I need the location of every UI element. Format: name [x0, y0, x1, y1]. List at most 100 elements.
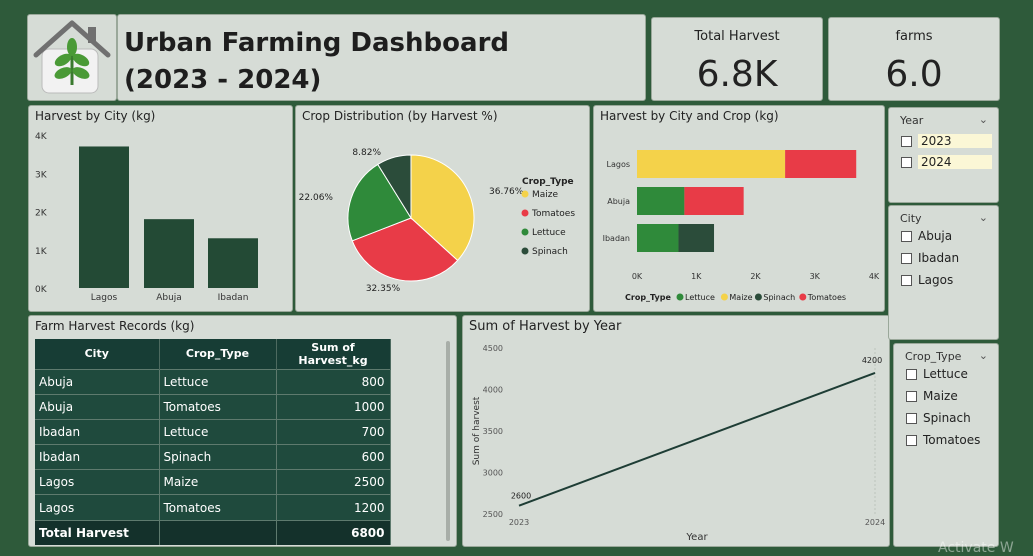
- column-header-crop-type[interactable]: Crop_Type: [159, 339, 277, 369]
- slicer-option-label: Ibadan: [918, 251, 960, 265]
- y-tick-label: 1K: [35, 247, 48, 257]
- slicer-option-abuja[interactable]: Abuja: [901, 227, 952, 245]
- kpi-farms[interactable]: farms 6.0: [828, 17, 1000, 101]
- y-tick-label: Ibadan: [603, 234, 630, 243]
- data-label: 4200: [862, 356, 882, 365]
- table-total-row[interactable]: Total Harvest 6800: [35, 519, 391, 546]
- slicer-option-2023[interactable]: 2023: [901, 132, 992, 150]
- y-tick-label: 2500: [483, 510, 503, 519]
- chevron-down-icon[interactable]: ⌄: [978, 349, 988, 362]
- chart-title: Sum of Harvest by Year: [469, 319, 622, 334]
- table-row[interactable]: Abuja Lettuce 800: [35, 368, 391, 395]
- checkbox[interactable]: [906, 434, 917, 446]
- slicer-option-2024[interactable]: 2024: [901, 153, 992, 171]
- y-tick-label: 0K: [35, 285, 48, 295]
- x-tick-label: 4K: [869, 272, 880, 281]
- chart-title: Crop Distribution (by Harvest %): [302, 109, 498, 123]
- pie-slice-spinach: [377, 154, 412, 220]
- house-plant-icon: [33, 20, 111, 94]
- kpi-label: farms: [895, 29, 933, 44]
- legend-marker: [521, 209, 529, 217]
- checkbox[interactable]: [906, 368, 917, 380]
- pie-data-label: 36.76%: [489, 187, 524, 197]
- pie-data-label: 32.35%: [366, 284, 401, 294]
- slicer-crop-type[interactable]: Crop_Type ⌄ Lettuce Maize Spinach Tomato…: [893, 343, 999, 547]
- slicer-option-maize[interactable]: Maize: [906, 387, 958, 405]
- legend-marker: [521, 228, 529, 236]
- checkbox[interactable]: [901, 252, 912, 264]
- table-row[interactable]: Abuja Tomatoes 1000: [35, 393, 391, 420]
- table-cell: 1000: [276, 393, 391, 420]
- harvest-by-city-crop-chart[interactable]: Harvest by City and Crop (kg) Lagos Abuja…: [593, 105, 885, 312]
- column-header-sum-harvest[interactable]: Sum of Harvest_kg: [276, 339, 391, 369]
- records-table[interactable]: City Crop_Type Sum of Harvest_kg Abuja Le…: [35, 339, 391, 546]
- table-scrollbar[interactable]: [446, 341, 450, 541]
- column-header-city[interactable]: City: [35, 339, 160, 369]
- y-tick-label: 3500: [483, 427, 503, 436]
- checkbox[interactable]: [901, 156, 912, 168]
- pie-data-label: 22.06%: [299, 193, 334, 203]
- legend-marker: [720, 293, 728, 301]
- slicer-title: City: [900, 212, 922, 225]
- table-row[interactable]: Ibadan Lettuce 700: [35, 418, 391, 445]
- table-cell: 700: [276, 418, 391, 445]
- slicer-title: Crop_Type: [905, 350, 962, 363]
- harvest-by-city-chart[interactable]: Harvest by City (kg) 0K 1K 2K 3K 4K Lagos Abuj…: [28, 105, 293, 312]
- crop-distribution-chart[interactable]: Crop Distribution (by Harvest %) 36.76% 3…: [295, 105, 590, 312]
- table-cell: Spinach: [159, 444, 277, 470]
- checkbox[interactable]: [906, 412, 917, 424]
- slicer-option-lagos[interactable]: Lagos: [901, 271, 953, 289]
- table-row[interactable]: Lagos Tomatoes 1200: [35, 494, 391, 521]
- farm-harvest-records[interactable]: Farm Harvest Records (kg) City Crop_Type…: [28, 315, 457, 547]
- checkbox[interactable]: [906, 390, 917, 402]
- checkbox[interactable]: [901, 274, 912, 286]
- slicer-option-label: Tomatoes: [923, 433, 981, 447]
- table-cell: Abuja: [35, 393, 160, 420]
- chevron-down-icon[interactable]: ⌄: [978, 211, 988, 224]
- slicer-year[interactable]: Year ⌄ 2023 2024: [888, 107, 999, 203]
- slicer-option-tomatoes[interactable]: Tomatoes: [906, 431, 980, 449]
- chevron-down-icon[interactable]: ⌄: [978, 113, 988, 126]
- legend-label: Lettuce: [685, 293, 715, 302]
- slicer-option-spinach[interactable]: Spinach: [906, 409, 971, 427]
- legend-label: Spinach: [532, 247, 568, 257]
- slicer-option-ibadan[interactable]: Ibadan: [901, 249, 959, 267]
- bar-lagos-maize: [637, 150, 786, 178]
- slicer-option-label: 2023: [918, 134, 992, 148]
- harvest-by-city-plot: 0K 1K 2K 3K 4K Lagos Abuja Ibadan: [35, 132, 258, 303]
- legend-marker: [754, 293, 762, 301]
- table-cell: Maize: [159, 469, 277, 495]
- checkbox[interactable]: [901, 230, 912, 242]
- legend-label: Lettuce: [532, 228, 566, 238]
- table-cell: Abuja: [35, 368, 160, 395]
- kpi-value: 6.0: [885, 54, 943, 95]
- legend-marker: [676, 293, 684, 301]
- data-label: 2600: [511, 492, 531, 501]
- table-cell: 2500: [276, 469, 391, 495]
- legend-label: Maize: [532, 190, 559, 200]
- slicer-option-lettuce[interactable]: Lettuce: [906, 365, 968, 383]
- table-row[interactable]: Ibadan Spinach 600: [35, 444, 391, 470]
- bar-abuja-tomatoes: [684, 187, 744, 215]
- x-tick-label: Lagos: [91, 293, 118, 303]
- slicer-option-label: 2024: [918, 155, 992, 169]
- sum-by-year-chart[interactable]: Sum of Harvest by Year 2500 3000 3500 4000 4…: [462, 315, 890, 547]
- table-row[interactable]: Lagos Maize 2500: [35, 469, 391, 495]
- x-tick-label: Ibadan: [218, 293, 249, 303]
- table-cell: 800: [276, 368, 391, 395]
- checkbox[interactable]: [901, 135, 912, 147]
- kpi-total-harvest[interactable]: Total Harvest 6.8K: [651, 17, 823, 101]
- bar-abuja-lettuce: [637, 187, 685, 215]
- bar-abuja: [144, 219, 194, 288]
- kpi-value: 6.8K: [696, 54, 778, 95]
- slicer-option-label: Abuja: [918, 229, 953, 243]
- x-tick-label: 2024: [865, 518, 885, 527]
- kpi-label: Total Harvest: [694, 29, 780, 44]
- legend-label: Tomatoes: [807, 293, 846, 302]
- pie-slice-maize: [410, 154, 475, 262]
- bar-lagos-tomatoes: [785, 150, 857, 178]
- x-tick-label: 2K: [750, 272, 761, 281]
- table-cell: Tomatoes: [159, 393, 277, 420]
- legend-marker: [799, 293, 807, 301]
- slicer-city[interactable]: City ⌄ Abuja Ibadan Lagos: [888, 205, 999, 340]
